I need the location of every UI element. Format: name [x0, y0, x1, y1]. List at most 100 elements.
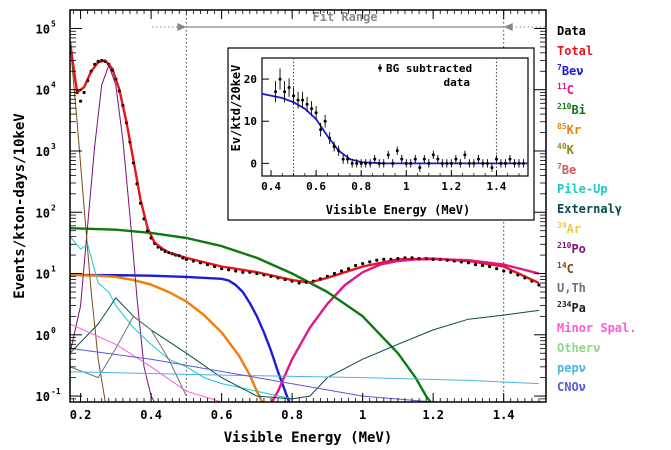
y-tick-exponent: 0: [51, 326, 56, 335]
series-7be-line: [70, 273, 291, 402]
x-tick-label: 1: [359, 408, 366, 422]
series-minor-spal-line: [70, 323, 222, 402]
legend-item-label: Pa: [571, 301, 586, 316]
legend-item-isotope: 210: [557, 102, 572, 112]
legend-item-label: Externalγ: [557, 202, 623, 217]
inset-data-point: [440, 161, 444, 165]
y-tick-label: 10: [36, 145, 50, 159]
data-point: [220, 267, 224, 271]
legend-item-pep: pepν: [557, 359, 671, 379]
inset-data-point: [445, 161, 449, 165]
inset-data-point: [368, 161, 372, 165]
legend-item-isotope: 234: [557, 300, 572, 310]
data-point: [480, 263, 485, 268]
series-u-th-line: [70, 315, 187, 397]
inset-y-axis-label: Ev/ktd/20keV: [229, 65, 243, 152]
inset-data-point: [373, 157, 377, 161]
inset-data-point: [341, 157, 345, 161]
data-point: [241, 270, 245, 274]
inset-y-tick-label: 10: [244, 115, 257, 128]
y-tick-label: 10: [36, 84, 50, 98]
legend-item-7be: 7Be: [557, 161, 671, 181]
x-tick-label: 0.2: [70, 408, 92, 422]
inset-data-point: [490, 166, 494, 170]
inset-data-point: [310, 107, 314, 111]
y-tick-exponent: 5: [51, 19, 56, 28]
inset-data-point: [467, 161, 471, 165]
inset-data-point: [454, 157, 458, 161]
inset-data-point: [400, 157, 404, 161]
inset-data-point: [503, 161, 507, 165]
inset-background: [227, 47, 535, 221]
inset-data-point: [278, 77, 282, 81]
legend-item-label: K: [566, 142, 574, 157]
inset-data-point: [404, 161, 408, 165]
inset-data-point: [314, 111, 318, 115]
inset-data-point: [512, 161, 516, 165]
series-total-overlay-line: [70, 41, 540, 284]
inset-data-point: [337, 149, 341, 153]
data-point: [339, 269, 344, 273]
inset-data-point: [508, 157, 512, 161]
legend-item-label: pepν: [557, 360, 586, 375]
inset-data-point: [517, 161, 521, 165]
data-point: [96, 59, 100, 63]
legend-item-label: CNOν: [557, 380, 586, 395]
legend-item-label: Po: [571, 241, 586, 256]
inset-data-point: [296, 98, 300, 102]
data-point: [93, 62, 97, 66]
legend-item-label: Be: [561, 162, 577, 177]
fit-range-arrow-right: [503, 23, 513, 31]
y-tick-label: 10: [36, 22, 50, 36]
fit-range-annotation: Fit Range: [152, 10, 546, 31]
legend-item-isotope: 39: [557, 220, 567, 230]
inset-x-tick-label: 1: [403, 180, 410, 193]
inset-data-point: [332, 145, 336, 148]
legend-item-85kr: 85Kr: [557, 121, 671, 141]
x-tick-label: 0.8: [281, 408, 303, 422]
y-tick-exponent: 2: [51, 203, 56, 212]
x-tick-label: 1.4: [493, 408, 515, 422]
legend-item-isotope: 11: [557, 82, 567, 92]
data-point: [396, 257, 400, 261]
inset-y-tick-label: 20: [244, 73, 257, 86]
inset-x-axis-label: Visible Energy (MeV): [326, 203, 471, 217]
y-tick-label: 10: [36, 268, 50, 282]
data-point: [354, 263, 358, 268]
series-11c-line: [270, 257, 540, 402]
x-tick-label: 0.4: [140, 408, 162, 422]
inset-data-point: [391, 161, 395, 165]
legend-item-210po: 210Po: [557, 240, 671, 260]
inset-legend-label-cont: data: [444, 76, 471, 89]
legend-item-40k: 40K: [557, 141, 671, 161]
inset-data-point: [323, 119, 327, 123]
x-tick-label: 1.2: [422, 408, 444, 422]
inset-x-tick-label: 0.8: [351, 180, 371, 193]
main-x-axis-ticks: 0.2 0.4 0.6 0.8 1 1.2 1.4: [70, 10, 540, 422]
inset-data-point: [301, 98, 305, 102]
inset-y-tick-label: 0: [250, 157, 257, 170]
y-tick-exponent: 4: [51, 81, 56, 90]
legend-item-7be: 7Beν: [557, 62, 671, 82]
data-point: [212, 264, 217, 269]
legend-item-isotope: 7: [557, 62, 562, 72]
inset-data-point: [305, 102, 309, 106]
inset-data-point: [463, 153, 467, 157]
legend-item-label: U,Th: [557, 281, 586, 296]
data-point: [304, 280, 308, 284]
inset-x-tick-label: 1.4: [487, 180, 507, 193]
legend-item-cno: CNOν: [557, 378, 671, 398]
legend-item-label: Bi: [571, 103, 586, 118]
data-point: [361, 262, 365, 266]
inset-data-point: [355, 161, 359, 165]
inset-data-point: [472, 161, 476, 165]
inset-data-point: [481, 161, 485, 165]
data-point: [332, 271, 337, 276]
legend-item-total: Total: [557, 42, 671, 62]
inset-data-point: [499, 161, 503, 165]
series-pep-line: [70, 371, 539, 385]
inset-data-point: [359, 161, 363, 165]
inset-x-tick-label: 1.2: [441, 180, 461, 193]
